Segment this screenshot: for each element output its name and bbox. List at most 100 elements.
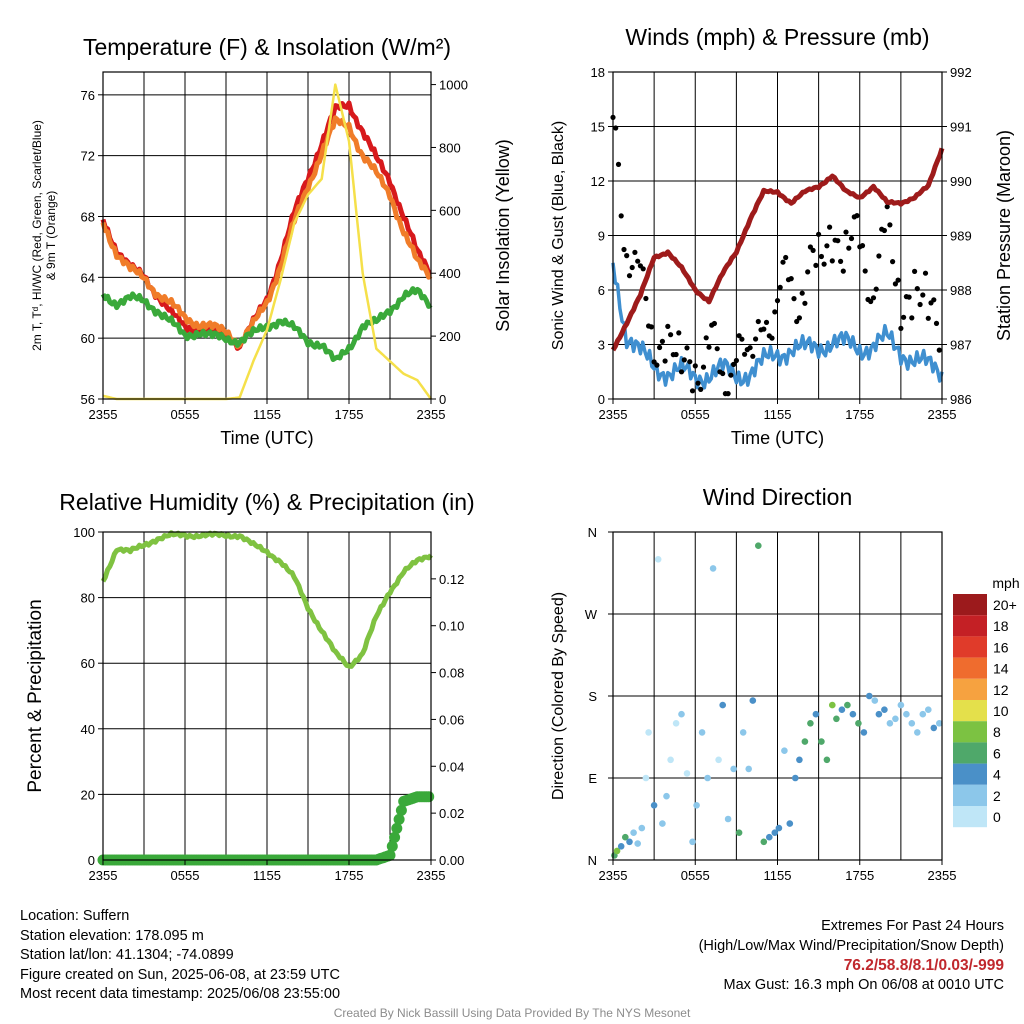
direction-point: [897, 701, 905, 709]
direction-point: [715, 756, 722, 764]
direction-point: [903, 710, 910, 718]
gust-point: [733, 357, 740, 364]
y-right-tick-label: 0.10: [439, 619, 464, 634]
gust-point: [909, 315, 915, 321]
direction-point: [730, 765, 737, 773]
y-right-axis-label: Station Pressure (Maroon): [994, 130, 1014, 341]
legend-swatch: [953, 657, 987, 679]
y-tick-label: 60: [81, 656, 95, 671]
gust-point: [678, 369, 685, 375]
station-location: Location: Suffern: [20, 908, 130, 924]
y-tick-label: 15: [591, 120, 605, 135]
direction-point: [659, 820, 666, 827]
gust-point: [917, 301, 923, 308]
legend-label: 0: [993, 809, 1001, 825]
gust-point: [687, 359, 693, 365]
gust-point: [821, 261, 827, 267]
y-tick-label: 12: [591, 174, 605, 189]
credit-line: Created By Nick Bassill Using Data Provi…: [333, 1006, 691, 1020]
gust-point: [835, 238, 841, 244]
gust-point: [700, 364, 707, 370]
y-right-tick-label: 1000: [439, 78, 468, 93]
gust-point: [681, 357, 687, 363]
gust-point: [654, 362, 660, 368]
y-tick-label: 0: [88, 853, 95, 868]
gust-point: [887, 222, 893, 228]
gust-point: [621, 246, 627, 253]
gust-point: [936, 347, 942, 353]
x-tick-label: 1155: [764, 868, 792, 883]
x-tick-label: 0555: [681, 868, 710, 883]
direction-point: [698, 729, 706, 736]
gust-point: [769, 335, 775, 341]
gust-point: [796, 315, 803, 321]
x-tick-label: 2355: [928, 407, 957, 422]
gust-point: [802, 300, 808, 306]
legend-swatch: [953, 806, 987, 828]
gust-point: [626, 273, 633, 279]
direction-point: [919, 710, 927, 718]
direction-point: [849, 710, 857, 718]
y-right-tick-label: 992: [950, 65, 972, 80]
gust-point: [813, 262, 819, 268]
direction-point: [672, 720, 680, 727]
station-info: Location: Suffern Station elevation: 178…: [20, 907, 340, 1005]
y-right-tick-label: 800: [439, 140, 461, 155]
gust-point: [840, 268, 846, 274]
direction-point: [626, 838, 633, 846]
gust-point: [684, 345, 690, 351]
chart-title: Wind Direction: [703, 484, 853, 510]
gust-point: [755, 318, 761, 325]
direction-point: [654, 556, 662, 563]
direction-point: [678, 710, 685, 718]
gust-point: [843, 229, 849, 235]
series-line-td: [100, 286, 433, 362]
x-tick-label: 2355: [599, 868, 628, 883]
y-axis-label: Sonic Wind & Gust (Blue, Black): [550, 121, 567, 350]
y-tick-label: 6: [598, 283, 605, 298]
direction-point: [719, 701, 726, 709]
y-tick-label: 40: [81, 722, 95, 737]
gust-point: [750, 353, 756, 359]
y-tick-label: 56: [81, 392, 95, 407]
direction-point: [786, 820, 794, 827]
gust-point: [901, 314, 907, 320]
legend-swatch: [953, 615, 987, 637]
direction-point: [855, 720, 862, 727]
x-tick-label: 1755: [845, 407, 874, 422]
gust-point: [829, 258, 835, 264]
gust-point: [848, 235, 855, 242]
gust-point: [810, 247, 816, 253]
max-gust: Max Gust: 16.3 mph On 06/08 at 0010 UTC: [723, 976, 1004, 993]
y-right-tick-label: 991: [950, 120, 972, 135]
gust-point: [706, 344, 712, 350]
direction-point: [745, 765, 752, 773]
gust-point: [870, 295, 877, 301]
gust-point: [920, 292, 926, 298]
precip-point: [393, 813, 405, 825]
x-tick-label: 0555: [681, 407, 710, 422]
extremes-title: Extremes For Past 24 Hours: [821, 918, 1004, 934]
speed-legend: mph 20+ 18 16 14 12 10 8 6 4 2 0: [953, 575, 1020, 828]
direction-point: [704, 774, 711, 782]
gust-point: [868, 298, 874, 305]
legend-label: 4: [993, 767, 1001, 783]
gust-point: [805, 269, 811, 275]
x-tick-label: 1155: [764, 407, 792, 422]
direction-point: [844, 701, 851, 709]
direction-point: [833, 715, 840, 723]
chart-title: Winds (mph) & Pressure (mb): [625, 24, 929, 50]
y-tick-label: 76: [81, 88, 95, 103]
direction-point: [792, 774, 799, 782]
y-tick-label: 20: [81, 787, 95, 802]
direction-point: [693, 802, 700, 809]
y-right-tick-label: 988: [950, 283, 972, 298]
gust-point: [788, 276, 794, 282]
direction-point: [630, 829, 637, 836]
panel-humidity: 0 20 40 60 80 100 0.00 0.02 0.04 0.06 0.08 0.10 0.12…: [25, 489, 475, 883]
gust-point: [753, 336, 759, 342]
gust-point: [816, 231, 822, 237]
gust-point: [824, 243, 830, 249]
gust-point: [692, 363, 698, 369]
gust-point: [711, 320, 718, 327]
